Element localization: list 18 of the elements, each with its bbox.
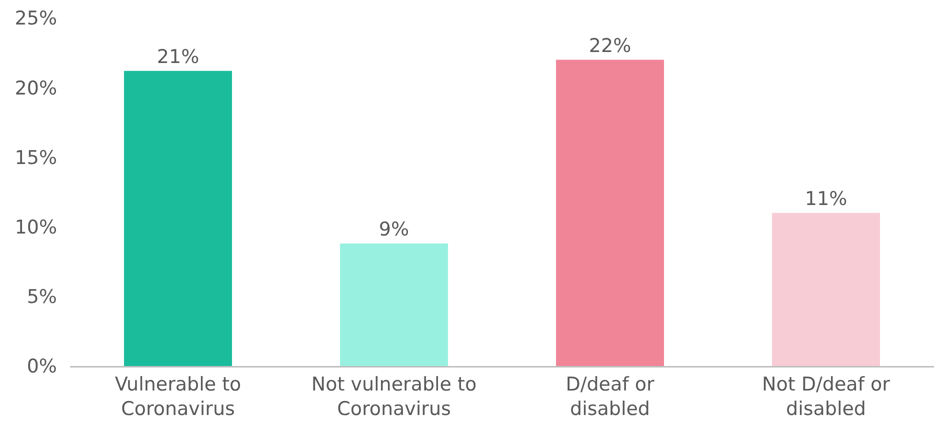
data-label: 11% [804,188,848,210]
bar [124,70,232,366]
bar [772,212,880,366]
x-tick-label: Not D/deaf or disabled [762,373,890,420]
bar [340,244,448,366]
y-tick-label: 5% [26,286,57,308]
data-label: 22% [588,34,632,57]
x-tick-label: Vulnerable to Coronavirus [114,373,242,420]
x-tick-label: D/deaf or disabled [566,373,654,420]
bar [556,60,664,366]
y-tick-label: 0% [26,356,57,378]
data-label: 21% [156,46,200,68]
y-tick-label: 20% [14,77,57,100]
y-tick-label: 25% [14,8,57,30]
data-label: 9% [378,218,410,240]
y-tick-label: 10% [14,216,57,238]
x-tick-label: Not vulnerable to Coronavirus [311,373,477,420]
y-tick-label: 15% [14,146,57,169]
